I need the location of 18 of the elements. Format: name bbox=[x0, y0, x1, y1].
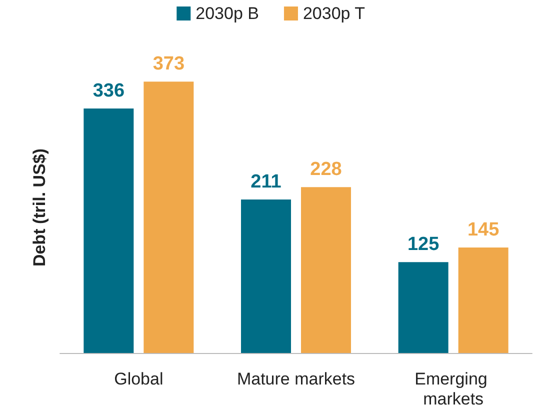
data-label: 145 bbox=[467, 220, 500, 241]
legend-label: 2030p T bbox=[302, 4, 366, 23]
x-tick-label: Global bbox=[114, 370, 164, 388]
data-label: 125 bbox=[407, 234, 440, 256]
data-label: 228 bbox=[310, 159, 342, 180]
x-tick-label: Mature markets bbox=[236, 370, 356, 388]
bar bbox=[458, 248, 508, 353]
data-label: 211 bbox=[250, 171, 282, 192]
bar bbox=[398, 262, 448, 353]
legend-label: 2030p B bbox=[196, 4, 259, 23]
bar bbox=[144, 82, 194, 353]
bar bbox=[301, 187, 351, 353]
bar bbox=[84, 108, 134, 353]
x-tick-label: Emerging markets bbox=[414, 370, 492, 408]
y-axis-title: Debt (tril. US$) bbox=[30, 148, 49, 267]
data-label: 336 bbox=[92, 80, 125, 102]
bar bbox=[241, 200, 291, 353]
data-label: 373 bbox=[152, 54, 185, 75]
